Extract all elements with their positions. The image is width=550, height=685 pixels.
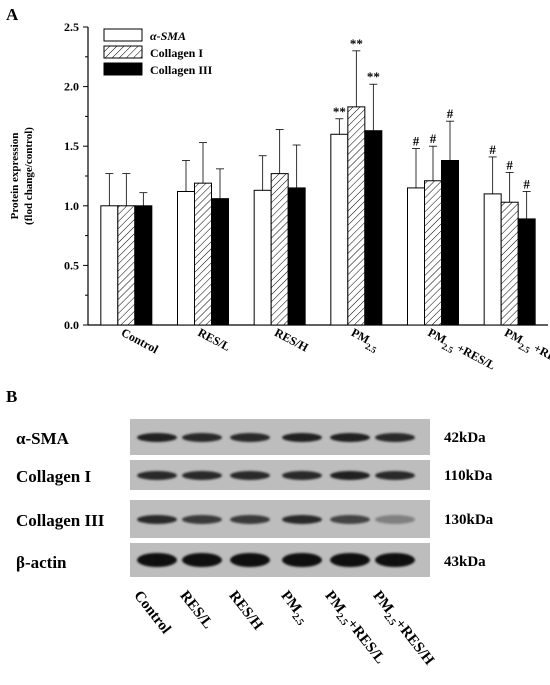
y-tick-label: 2.0 [64, 80, 79, 94]
bar [483, 193, 502, 326]
bar [424, 180, 442, 326]
blot-band [282, 553, 322, 567]
blot-band [282, 432, 322, 442]
y-tick-label: 1.5 [64, 139, 79, 153]
significance-mark: # [523, 176, 530, 191]
legend-label: α-SMA [150, 29, 186, 43]
blot-band [137, 470, 177, 480]
bar [100, 205, 119, 326]
blot-band [282, 470, 322, 480]
significance-mark: # [447, 106, 454, 121]
bar [500, 201, 519, 326]
bar [517, 218, 536, 326]
blot-band [230, 514, 270, 524]
blot-band [330, 514, 370, 524]
significance-mark: ** [350, 36, 363, 51]
blot-band [375, 470, 415, 480]
bar [407, 187, 425, 326]
significance-mark: # [413, 134, 420, 149]
blot-band [282, 514, 322, 524]
blot-strip [130, 500, 430, 538]
blot-band [330, 470, 370, 480]
blot-band [182, 470, 222, 480]
molecular-weight-label: 130kDa [444, 512, 494, 528]
blot-band [137, 514, 177, 524]
legend-label: Collagen III [150, 63, 213, 77]
significance-mark: # [489, 142, 496, 157]
legend-swatch [103, 28, 143, 42]
y-tick-label: 2.5 [64, 20, 79, 34]
significance-mark: # [430, 131, 437, 146]
blot-band [182, 514, 222, 524]
x-tick-label: RES/H [272, 325, 311, 355]
bar-chart: 0.0 0.5 1.0 1.5 2.0 2.5 Protein expression (flo… [9, 20, 550, 377]
molecular-weight-label: 110kDa [444, 468, 493, 484]
x-tick-label: PM2.5 +RES/H [500, 325, 550, 377]
blot-strip [130, 460, 430, 490]
blot-band [230, 470, 270, 480]
bar [117, 205, 136, 326]
blot-band [375, 553, 415, 567]
blot-band [182, 553, 222, 567]
x-tick-label: PM2.5 +RES/L [424, 325, 498, 376]
panel-b-label: B [6, 387, 17, 406]
blot-band [230, 553, 270, 567]
blot-band [330, 553, 370, 567]
significance-mark: # [506, 157, 513, 172]
blot-row-label: Collagen I [16, 467, 92, 486]
bar [211, 198, 229, 326]
significance-mark: ** [367, 69, 380, 84]
molecular-weight-label: 42kDa [444, 430, 486, 446]
bar [441, 160, 459, 326]
molecular-weight-label: 43kDa [444, 554, 486, 570]
blot-band [137, 432, 177, 442]
blot-row-label: α-SMA [16, 429, 69, 448]
bar [134, 205, 153, 326]
bar [177, 190, 195, 326]
x-tick-label: PM2.5 [347, 325, 382, 355]
blot-band [230, 432, 270, 442]
bar [347, 106, 366, 326]
bar [287, 187, 306, 326]
panel-a-label: A [6, 5, 19, 24]
bar [330, 133, 349, 326]
y-axis-label-2: (flod change/control) [23, 127, 35, 225]
y-tick-label: 1.0 [64, 199, 79, 213]
x-tick-label: RES/L [196, 325, 233, 354]
blot-band [330, 432, 370, 442]
blot-band [137, 553, 177, 567]
y-tick-label: 0.5 [64, 258, 79, 272]
blot-strip [130, 419, 430, 455]
blot-row-label: β-actin [16, 553, 67, 572]
blot-band [182, 432, 222, 442]
bar [270, 173, 289, 326]
y-axis-label: Protein expression [9, 133, 21, 220]
blot-strip [130, 543, 430, 577]
blot-band [375, 514, 415, 524]
blot-band [375, 432, 415, 442]
bar [194, 182, 212, 326]
significance-mark: ** [333, 104, 346, 119]
legend-label: Collagen I [150, 46, 203, 60]
legend-swatch [103, 62, 143, 76]
y-tick-label: 0.0 [64, 318, 79, 332]
legend-swatch [103, 45, 143, 59]
bar [364, 130, 383, 326]
blot-row-label: Collagen III [16, 511, 105, 530]
x-tick-label: Control [119, 325, 161, 356]
bar [253, 189, 272, 326]
